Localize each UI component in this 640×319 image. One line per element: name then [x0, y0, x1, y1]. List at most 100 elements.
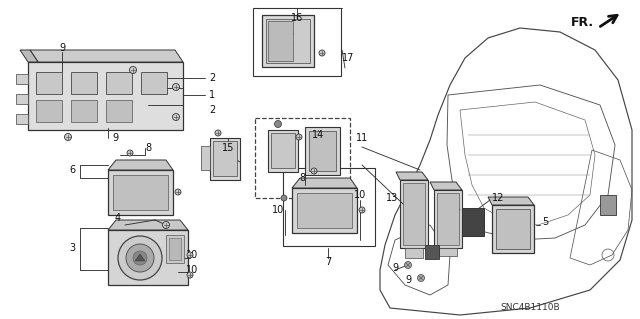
Polygon shape [108, 170, 173, 215]
Text: 12: 12 [492, 193, 504, 203]
Bar [36, 100, 62, 122]
Bar [16, 74, 28, 84]
Bar [210, 138, 240, 180]
Text: 14: 14 [312, 130, 324, 140]
Bar [266, 19, 310, 63]
Bar [600, 195, 616, 215]
Text: 9: 9 [59, 43, 65, 53]
Bar [113, 175, 168, 210]
Polygon shape [20, 50, 38, 62]
Text: 4: 4 [115, 213, 121, 223]
Circle shape [215, 130, 221, 136]
Text: 5: 5 [542, 217, 548, 227]
Circle shape [187, 252, 193, 258]
Bar [425, 245, 439, 259]
Circle shape [163, 221, 170, 228]
Text: 8: 8 [145, 143, 151, 153]
Circle shape [404, 262, 412, 269]
Text: 1: 1 [209, 90, 215, 100]
Circle shape [126, 244, 154, 272]
Circle shape [133, 251, 147, 265]
Bar [106, 72, 132, 94]
Bar [405, 248, 423, 258]
Bar [271, 133, 295, 168]
Bar [28, 62, 183, 130]
Circle shape [65, 133, 72, 140]
Bar [268, 21, 293, 61]
Bar [437, 193, 459, 245]
Text: 10: 10 [186, 265, 198, 275]
Bar [496, 209, 530, 249]
Text: 13: 13 [386, 193, 398, 203]
Polygon shape [292, 188, 357, 233]
Text: SNC4B1110B: SNC4B1110B [500, 303, 560, 313]
Text: 10: 10 [272, 205, 284, 215]
Bar [71, 72, 97, 94]
Text: 2: 2 [209, 73, 215, 83]
Bar [400, 180, 428, 248]
Bar [106, 100, 132, 122]
Circle shape [359, 207, 365, 213]
Text: 11: 11 [356, 133, 368, 143]
Text: 8: 8 [299, 173, 305, 183]
Circle shape [173, 114, 179, 121]
Circle shape [175, 189, 181, 195]
Bar [297, 193, 352, 228]
Bar [253, 8, 341, 76]
Bar [268, 130, 298, 172]
Text: 10: 10 [186, 250, 198, 260]
Polygon shape [430, 182, 462, 190]
Polygon shape [135, 254, 145, 261]
Bar [16, 94, 28, 104]
Polygon shape [108, 230, 188, 285]
Bar [283, 168, 375, 246]
Text: 7: 7 [325, 257, 331, 267]
Text: OFF: OFF [282, 42, 294, 48]
Bar [71, 100, 97, 122]
Circle shape [129, 66, 136, 73]
Polygon shape [396, 172, 428, 180]
Bar [262, 15, 314, 67]
Circle shape [296, 134, 302, 140]
Bar [166, 235, 184, 263]
Circle shape [173, 84, 179, 91]
Bar [462, 208, 484, 236]
Circle shape [127, 150, 133, 156]
Polygon shape [292, 178, 357, 188]
Text: 6: 6 [69, 165, 75, 175]
Circle shape [319, 50, 325, 56]
Bar [36, 72, 62, 94]
Bar [492, 205, 534, 253]
Bar [439, 248, 457, 256]
Bar [201, 146, 210, 170]
Circle shape [281, 195, 287, 201]
Circle shape [187, 272, 193, 278]
Text: 9: 9 [112, 133, 118, 143]
Bar [255, 118, 350, 198]
Text: 2: 2 [209, 105, 215, 115]
Circle shape [118, 236, 162, 280]
Text: 9: 9 [405, 275, 411, 285]
Text: 3: 3 [69, 243, 75, 253]
Polygon shape [488, 197, 534, 205]
Polygon shape [108, 160, 173, 170]
Text: 16: 16 [291, 13, 303, 23]
Text: FR.: FR. [570, 16, 593, 28]
Text: 9: 9 [392, 263, 398, 273]
Text: VSA: VSA [281, 30, 295, 36]
Bar [141, 72, 167, 94]
Circle shape [417, 275, 424, 281]
Bar [309, 131, 336, 171]
Text: 10: 10 [354, 190, 366, 200]
Bar [305, 127, 340, 175]
Circle shape [275, 121, 282, 128]
Bar [434, 190, 462, 248]
Text: 15: 15 [222, 143, 234, 153]
Circle shape [311, 168, 317, 174]
Bar [403, 183, 425, 245]
Bar [213, 141, 237, 176]
Text: 17: 17 [342, 53, 354, 63]
Polygon shape [30, 50, 183, 62]
Polygon shape [108, 220, 188, 230]
Bar [16, 114, 28, 124]
